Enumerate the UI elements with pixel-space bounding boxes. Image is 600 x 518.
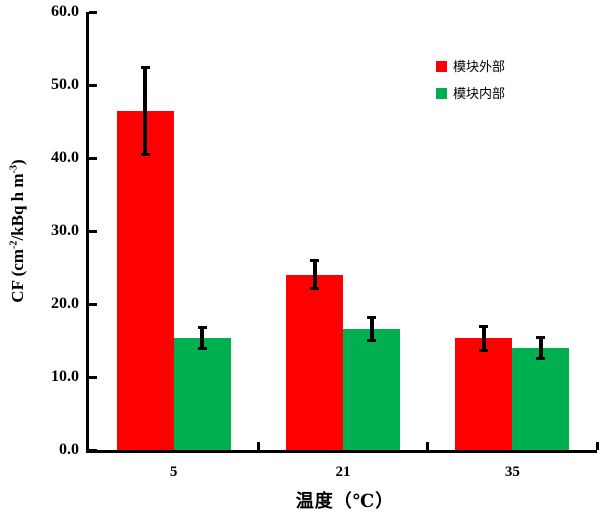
error-bar-series1-cat0	[200, 326, 205, 349]
y-tick-label-20: 20.0	[51, 295, 79, 312]
error-cap-bottom-s1-c2	[536, 356, 546, 360]
y-tick-10	[89, 375, 97, 379]
legend-swatch-red-icon	[436, 61, 447, 72]
y-tick-0	[89, 448, 97, 452]
error-bar-series1-cat2	[538, 336, 543, 359]
bar-series1-cat0	[173, 337, 231, 450]
bar-series0-cat0	[116, 111, 174, 450]
y-tick-20	[89, 302, 97, 306]
y-tick-30	[89, 229, 97, 233]
x-category-label-35: 35	[504, 464, 520, 480]
x-tick-3	[595, 442, 599, 450]
y-tick-label-40: 40.0	[51, 149, 79, 166]
y-tick-60	[89, 10, 97, 14]
y-tick-50	[89, 83, 97, 87]
error-bar-series1-cat1	[369, 317, 374, 341]
y-tick-label-60: 60.0	[51, 3, 79, 20]
legend-swatch-green-icon	[436, 88, 447, 99]
x-axis-label: 温度（℃）	[295, 491, 395, 511]
x-category-label-5: 5	[169, 464, 178, 480]
error-cap-top-s0-c0	[140, 66, 150, 70]
x-category-label-21: 21	[335, 464, 351, 480]
legend-item-inside: 模块内部	[436, 87, 505, 100]
bar-series1-cat1	[343, 328, 400, 450]
error-cap-bottom-s1-c0	[197, 346, 207, 350]
y-tick-label-50: 50.0	[51, 76, 79, 93]
error-bar-series0-cat0	[143, 67, 148, 156]
error-cap-bottom-s0-c0	[140, 153, 150, 157]
y-label-sup2: -3	[8, 164, 20, 174]
legend-label-inside: 模块内部	[453, 86, 506, 101]
error-cap-top-s1-c1	[367, 316, 376, 320]
error-cap-bottom-s0-c2	[479, 348, 489, 352]
error-cap-bottom-s1-c1	[367, 338, 376, 342]
y-tick-label-0: 0.0	[59, 441, 79, 458]
bar-series0-cat1	[286, 274, 343, 450]
error-cap-top-s1-c0	[197, 325, 207, 329]
x-tick-1	[256, 442, 260, 450]
x-tick-2	[426, 442, 430, 450]
error-cap-top-s1-c2	[536, 335, 546, 339]
bar-series1-cat2	[512, 347, 570, 450]
legend-label-outside: 模块外部	[453, 59, 506, 74]
legend: 模块外部 模块内部	[436, 60, 505, 114]
y-tick-label-30: 30.0	[51, 222, 79, 239]
plot-area: 0.0 10.0 20.0 30.0 40.0 50.0 60.0 5 21 35	[51, 3, 599, 480]
error-bar-series0-cat1	[312, 260, 317, 290]
error-cap-top-s0-c1	[310, 259, 319, 263]
error-cap-bottom-s0-c1	[310, 287, 319, 291]
y-label-sup1: -2	[8, 240, 20, 250]
y-tick-40	[89, 156, 97, 160]
bar-series0-cat2	[455, 338, 513, 450]
legend-item-outside: 模块外部	[436, 60, 505, 73]
y-tick-label-10: 10.0	[51, 368, 79, 385]
error-cap-top-s0-c2	[479, 324, 489, 328]
error-bar-series0-cat2	[481, 325, 486, 351]
